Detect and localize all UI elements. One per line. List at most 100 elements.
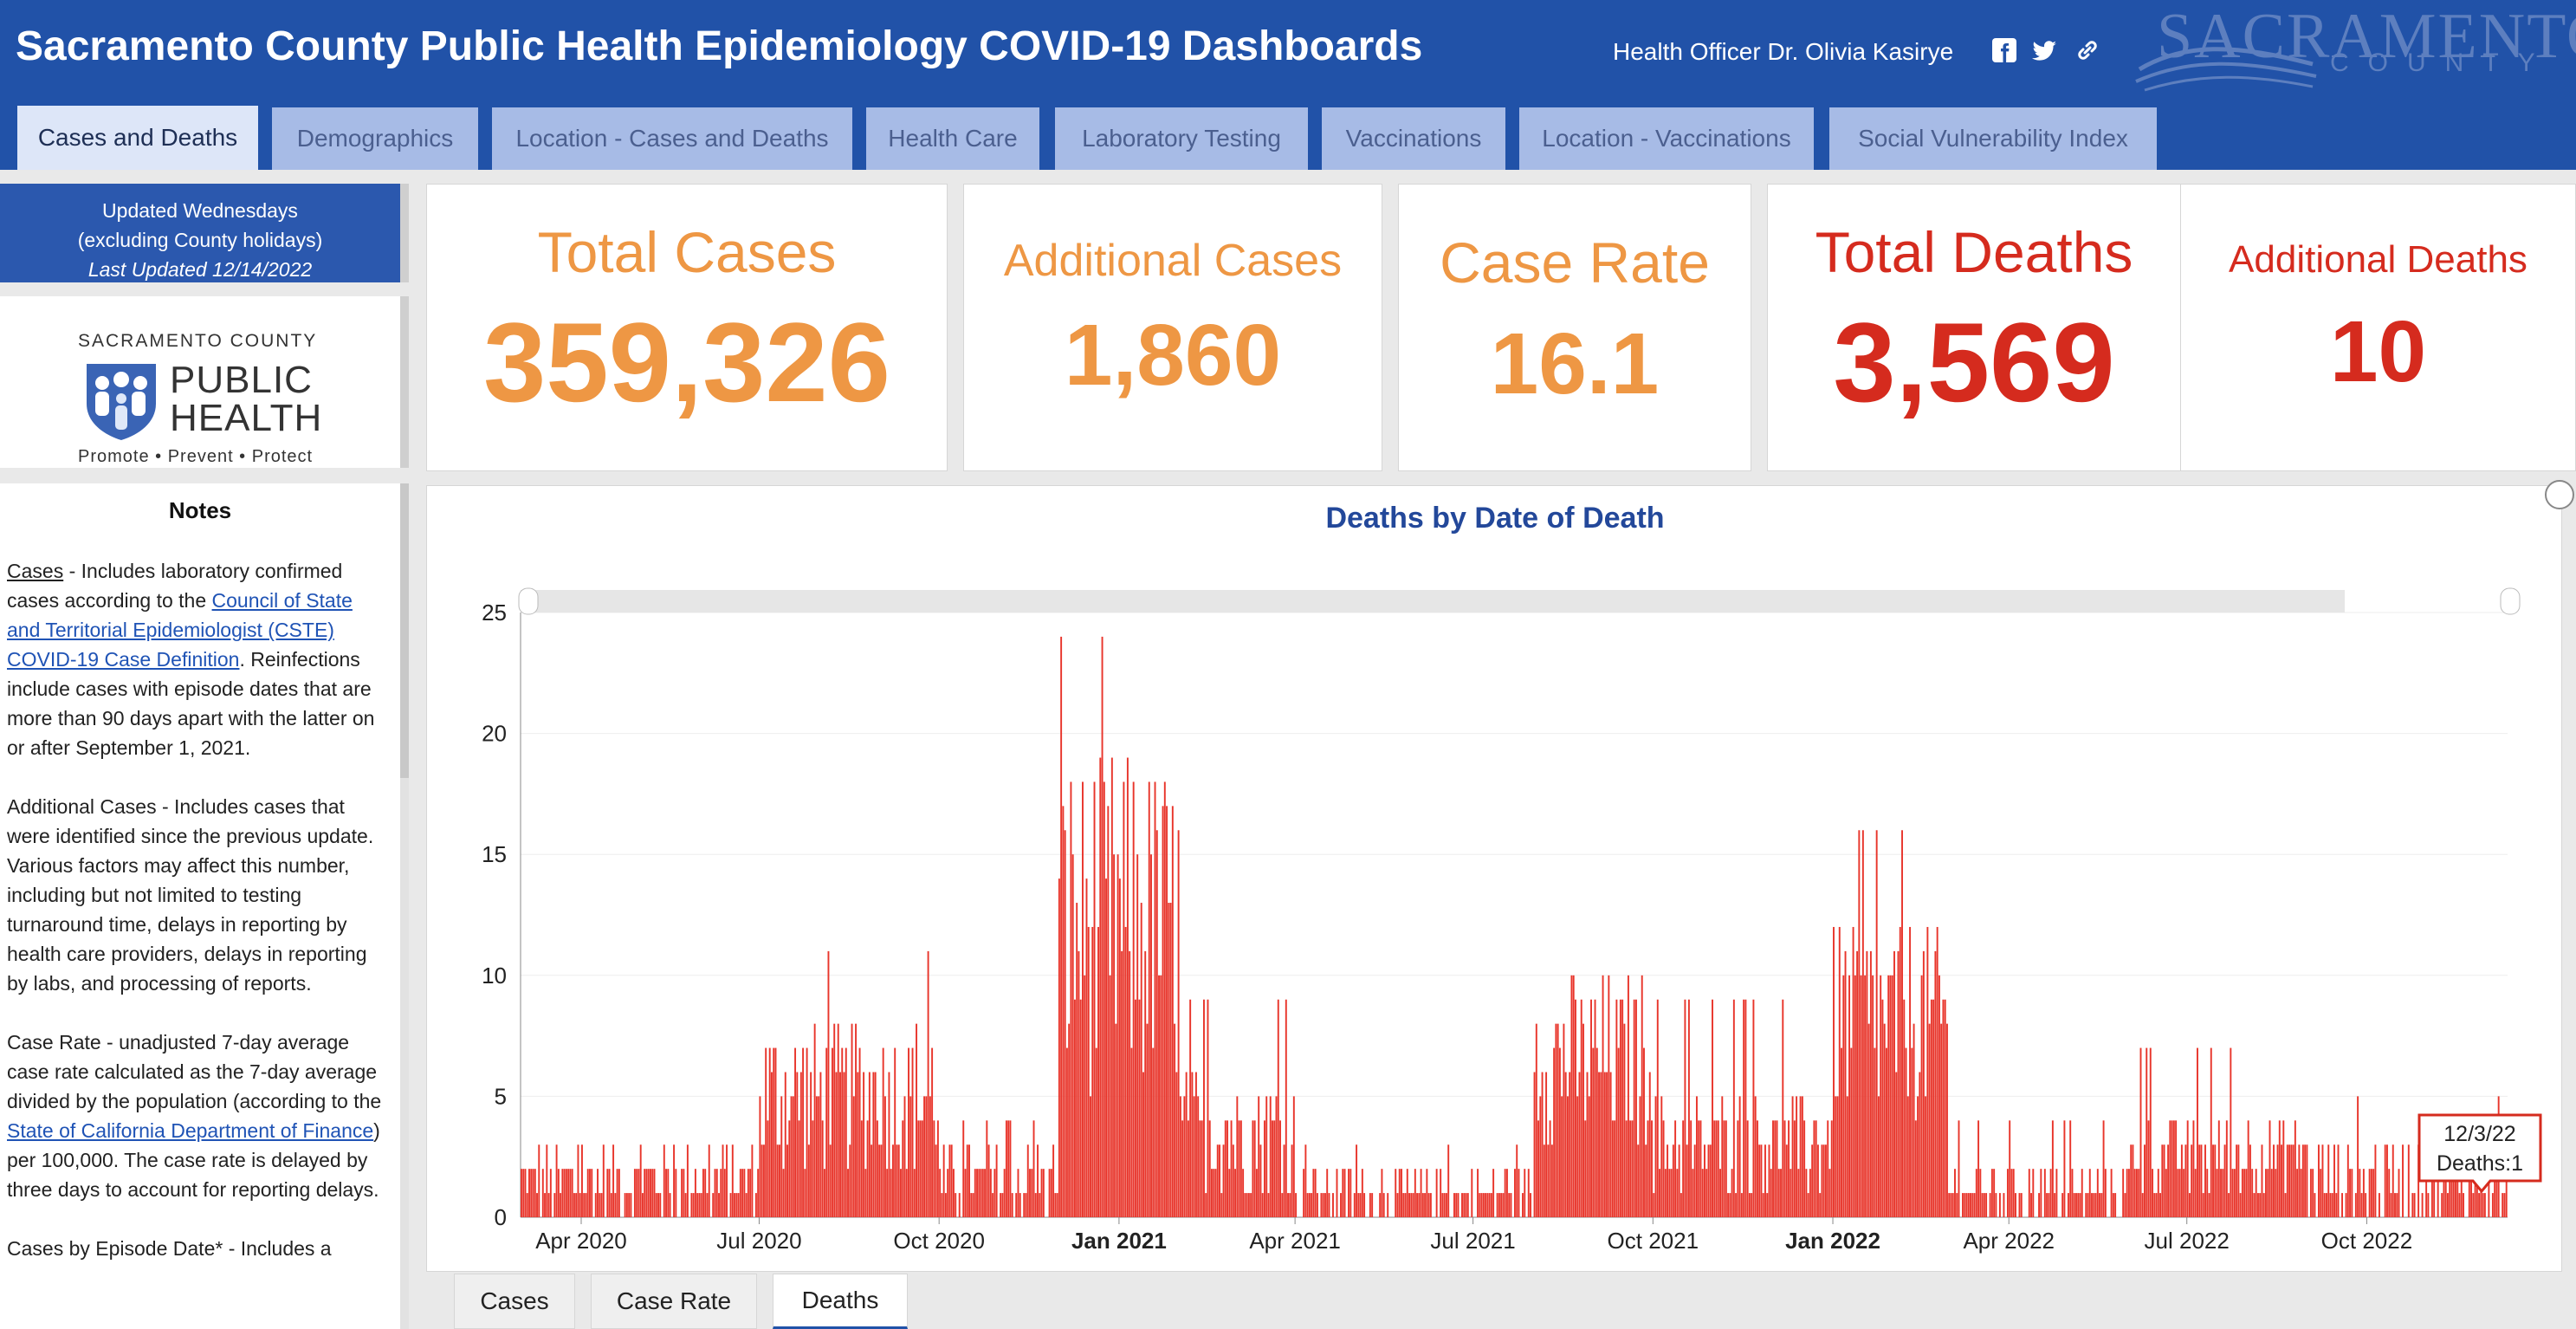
chart-bar[interactable] (839, 1072, 841, 1217)
chart-bar[interactable] (1408, 1193, 1410, 1217)
chart-bar[interactable] (837, 1023, 839, 1217)
chart-bar[interactable] (1617, 1047, 1620, 1217)
chart-bar[interactable] (2256, 1193, 2259, 1217)
chart-bar[interactable] (538, 1144, 540, 1217)
chart-bar[interactable] (625, 1193, 628, 1217)
chart-bar[interactable] (692, 1193, 695, 1217)
chart-bar[interactable] (1042, 1169, 1045, 1217)
chart-bar[interactable] (911, 1047, 914, 1217)
chart-bar[interactable] (1292, 1096, 1295, 1217)
chart-bar[interactable] (1031, 1169, 1033, 1217)
chart-bar[interactable] (1332, 1193, 1334, 1217)
chart-bar[interactable] (1187, 1120, 1189, 1217)
chart-bar[interactable] (1025, 1193, 1027, 1217)
chart-bar[interactable] (2327, 1144, 2330, 1217)
chart-bar[interactable] (2141, 1193, 2144, 1217)
chart-bar[interactable] (1674, 1120, 1677, 1217)
chart-bar[interactable] (1084, 975, 1086, 1217)
chart-bar[interactable] (2396, 1193, 2398, 1217)
chart-bar[interactable] (633, 1169, 636, 1217)
chart-bar[interactable] (1686, 1144, 1688, 1217)
chart-bar[interactable] (1770, 1169, 1772, 1217)
chart-bar[interactable] (2314, 1193, 2316, 1217)
chart-bar[interactable] (1311, 1193, 1313, 1217)
chart-bar[interactable] (1875, 830, 1878, 1217)
chart-bar[interactable] (1729, 1193, 1731, 1217)
chart-bar[interactable] (2309, 1169, 2312, 1217)
chart-bar[interactable] (1304, 1144, 1307, 1217)
chart-bar[interactable] (1267, 1193, 1270, 1217)
chart-bar[interactable] (597, 1169, 599, 1217)
chart-bar[interactable] (935, 1144, 937, 1217)
chart-bar[interactable] (1382, 1193, 1385, 1217)
chart-bar[interactable] (964, 1169, 967, 1217)
chart-bar[interactable] (933, 1120, 935, 1217)
chart-bar[interactable] (1324, 1193, 1326, 1217)
chart-bar[interactable] (1872, 975, 1874, 1217)
chart-bar[interactable] (2255, 1169, 2257, 1217)
chart-bar[interactable] (1676, 1169, 1679, 1217)
chart-bar[interactable] (751, 1144, 754, 1217)
chart-bar[interactable] (1058, 878, 1060, 1217)
chart-bar[interactable] (1101, 636, 1104, 1217)
chart-bar[interactable] (796, 1072, 799, 1217)
chart-bar[interactable] (1169, 903, 1172, 1217)
chart-bar[interactable] (1303, 1169, 1305, 1217)
chart-bar[interactable] (2398, 1169, 2400, 1217)
chart-bar[interactable] (1228, 1169, 1231, 1217)
chart-bar[interactable] (1056, 1193, 1058, 1217)
chart-bar[interactable] (2437, 1169, 2439, 1217)
chart-bar[interactable] (2165, 1169, 2167, 1217)
chart-bar[interactable] (2149, 1047, 2152, 1217)
chart-bar[interactable] (2346, 1144, 2349, 1217)
chart-bar[interactable] (2241, 1169, 2243, 1217)
chart-bar[interactable] (532, 1169, 534, 1217)
chart-bar[interactable] (1239, 1120, 1242, 1217)
zoom-handle-left[interactable] (518, 587, 539, 615)
chart-bar[interactable] (2032, 1169, 2035, 1217)
chart-bar[interactable] (955, 1193, 957, 1217)
chart-bar[interactable] (852, 1096, 855, 1217)
chart-bar[interactable] (1777, 1169, 1780, 1217)
chart-bar[interactable] (1227, 1120, 1229, 1217)
chart-bar[interactable] (2167, 1144, 2170, 1217)
chart-bar[interactable] (919, 1120, 922, 1217)
chart-bar[interactable] (726, 1144, 728, 1217)
chart-bar[interactable] (1440, 1169, 1442, 1217)
chart-bar[interactable] (841, 1047, 844, 1217)
chart-bar[interactable] (1856, 950, 1859, 1217)
chart-bar[interactable] (1530, 1193, 1531, 1217)
chart-bar[interactable] (2292, 1144, 2294, 1217)
chart-bar[interactable] (1518, 1169, 1520, 1217)
chart-bar[interactable] (1023, 1193, 1026, 1217)
chart-bar[interactable] (1594, 999, 1596, 1217)
chart-bar[interactable] (987, 1144, 990, 1217)
chart-bar[interactable] (1348, 1169, 1349, 1217)
chart-bar[interactable] (2243, 1169, 2246, 1217)
chart-bar[interactable] (2388, 1169, 2391, 1217)
chart-bar[interactable] (1443, 1193, 1446, 1217)
chart-bar[interactable] (1185, 1072, 1188, 1217)
chart-bar[interactable] (1222, 1144, 1225, 1217)
chart-bar[interactable] (2220, 1169, 2223, 1217)
chart-bar[interactable] (1825, 1144, 1827, 1217)
chart-bar[interactable] (2180, 1144, 2183, 1217)
chart-bar[interactable] (2071, 1169, 2074, 1217)
chart-bar[interactable] (1758, 1144, 1761, 1217)
chart-bar[interactable] (981, 1169, 984, 1217)
chart-bar[interactable] (659, 1193, 662, 1217)
chart-bar[interactable] (902, 1120, 904, 1217)
chart-bar[interactable] (1496, 1193, 1498, 1217)
chart-bar[interactable] (2212, 1144, 2214, 1217)
chart-bar[interactable] (1457, 1193, 1460, 1217)
chart-bar[interactable] (715, 1169, 718, 1217)
chart-bar[interactable] (2286, 1144, 2288, 1217)
chart-bar[interactable] (1216, 1144, 1219, 1217)
chart-bar[interactable] (600, 1193, 603, 1217)
zoom-handle-right[interactable] (2500, 587, 2521, 615)
chart-bar[interactable] (729, 1193, 732, 1217)
chart-bar[interactable] (2262, 1193, 2265, 1217)
chart-bar[interactable] (1424, 1193, 1427, 1217)
chart-bar[interactable] (754, 1193, 757, 1217)
chart-bar[interactable] (913, 1169, 916, 1217)
